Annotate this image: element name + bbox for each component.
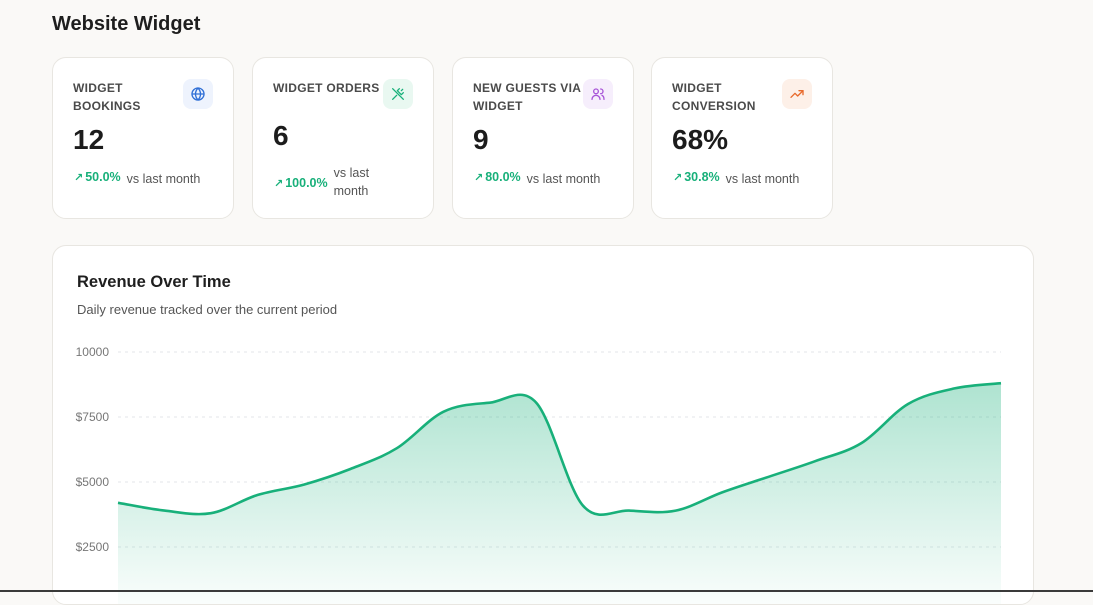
stat-card-widget-orders: WIDGET ORDERS 6 ↗ 100.0% vs last month	[252, 57, 434, 219]
card-value: 6	[273, 120, 289, 151]
delta-text: vs last month	[333, 166, 370, 198]
users-icon	[583, 79, 613, 109]
card-delta: ↗ 100.0% vs last month	[274, 164, 378, 200]
card-delta: ↗ 50.0% vs last month	[74, 170, 200, 188]
y-tick-label: $2500	[76, 540, 110, 554]
card-delta: ↗ 30.8% vs last month	[673, 170, 799, 188]
card-delta: ↗ 80.0% vs last month	[474, 170, 600, 188]
delta-percent: ↗ 80.0%	[474, 170, 521, 184]
card-label: WIDGET ORDERS	[273, 81, 380, 95]
utensils-icon	[383, 79, 413, 109]
revenue-area	[118, 383, 1001, 604]
card-value: 68%	[672, 124, 729, 155]
card-label: WIDGET CONVERSION	[672, 81, 756, 113]
revenue-line	[117, 381, 1002, 517]
arrow-up-right-icon: ↗	[74, 172, 84, 184]
y-tick-label: 10000	[76, 345, 110, 359]
bottom-divider	[0, 590, 1093, 592]
card-label: WIDGET BOOKINGS	[73, 81, 141, 113]
delta-percent: ↗ 100.0%	[274, 176, 328, 190]
card-value: 12	[73, 124, 105, 155]
arrow-up-right-icon: ↗	[673, 172, 683, 184]
trending-up-icon	[782, 79, 812, 109]
stat-card-new-guests: NEW GUESTS VIA WIDGET 9 ↗ 80.0% vs last m…	[452, 57, 634, 219]
stat-card-widget-conversion: WIDGET CONVERSION 68% ↗ 30.8% vs last mon…	[651, 57, 833, 219]
card-value: 9	[473, 124, 489, 155]
y-tick-label: $5000	[76, 475, 110, 489]
page-title: Website Widget	[52, 13, 201, 35]
delta-text: vs last month	[526, 172, 601, 186]
revenue-chart-card: Revenue Over Time Daily revenue tracked …	[52, 245, 1034, 605]
arrow-up-right-icon: ↗	[474, 172, 484, 184]
chart-subtitle: Daily revenue tracked over the current p…	[77, 302, 338, 317]
stat-card-widget-bookings: WIDGET BOOKINGS 12 ↗ 50.0% vs last month	[52, 57, 234, 219]
revenue-area-chart: 10000 $7500 $5000 $2500	[76, 345, 1002, 604]
delta-text: vs last month	[126, 172, 201, 186]
delta-percent: ↗ 50.0%	[74, 170, 121, 184]
chart-title: Revenue Over Time	[77, 273, 231, 291]
delta-percent: ↗ 30.8%	[673, 170, 720, 184]
globe-icon	[183, 79, 213, 109]
card-label: NEW GUESTS VIA WIDGET	[473, 81, 581, 113]
delta-text: vs last month	[725, 172, 800, 186]
arrow-up-right-icon: ↗	[274, 178, 284, 190]
y-tick-label: $7500	[76, 410, 110, 424]
